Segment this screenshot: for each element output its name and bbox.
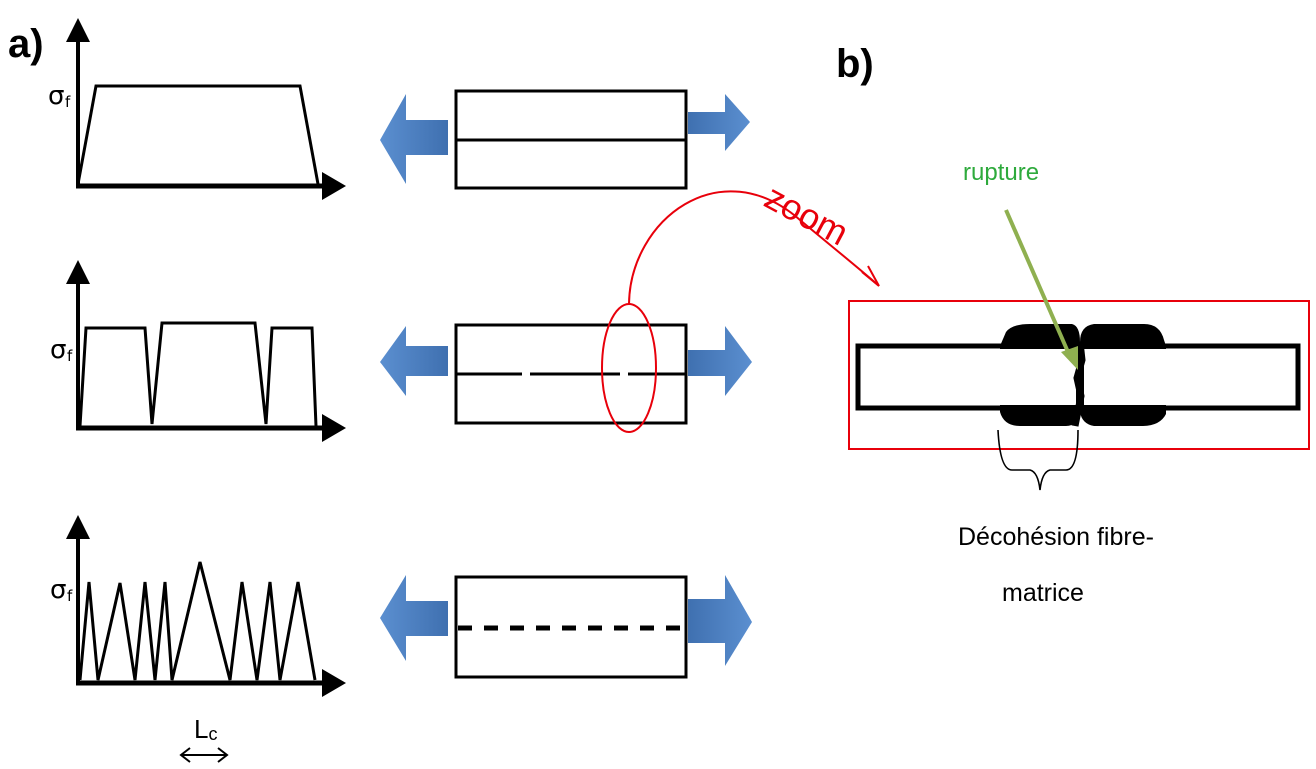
tension-arrow-right xyxy=(688,326,752,396)
x-axis-arrowhead xyxy=(322,669,346,697)
y-axis-label-subscript: f xyxy=(65,93,71,111)
zoom-arrowhead xyxy=(861,265,880,287)
rupture-pointer-line xyxy=(1004,209,1070,353)
panel-a-label: a) xyxy=(8,22,44,66)
fiber-core-right xyxy=(1084,349,1295,405)
fiber-core-left xyxy=(861,349,1076,405)
tension-arrow-left xyxy=(380,326,448,396)
debonding-brace xyxy=(997,429,1079,491)
y-axis-label-sigma: σ xyxy=(48,81,64,111)
critical-length-arrow-right xyxy=(217,747,229,763)
specimen-2 xyxy=(380,303,752,433)
y-axis-arrowhead xyxy=(66,18,90,42)
rupture-crack xyxy=(1071,341,1086,427)
zoom-label: zoom xyxy=(758,176,855,254)
stress-profile-curve xyxy=(78,321,318,427)
x-axis-arrowhead xyxy=(322,414,346,442)
specimen-1 xyxy=(380,89,750,190)
panel-b-label: b) xyxy=(836,42,874,86)
tension-arrow-left xyxy=(380,575,448,661)
y-axis-label-sigma: σ xyxy=(50,575,66,605)
y-axis-arrowhead xyxy=(66,515,90,539)
rupture-label: rupture xyxy=(963,159,1039,186)
tension-arrow-right xyxy=(688,575,752,666)
zoom-connector: zoom xyxy=(628,176,880,305)
y-axis-label-sigma: σ xyxy=(50,335,66,365)
stress-graph-1: σ f xyxy=(48,18,346,200)
debonding-label-line1: Décohésion fibre- xyxy=(958,523,1154,551)
y-axis-label-subscript: f xyxy=(67,347,73,365)
critical-length-label: Lc xyxy=(194,714,217,744)
critical-length-marker: Lc xyxy=(179,714,229,763)
y-axis-arrowhead xyxy=(66,260,90,284)
x-axis-arrowhead xyxy=(322,172,346,200)
stress-graph-2: σ f xyxy=(50,260,346,442)
zoom-curve xyxy=(628,190,879,305)
stress-profile-curve xyxy=(76,84,320,185)
zoom-detail: rupture Décohésion fibre- matrice xyxy=(848,159,1310,607)
specimen-3 xyxy=(380,575,752,679)
stress-profile-curve xyxy=(78,561,317,681)
tension-arrow-right xyxy=(688,94,750,151)
rupture-pointer-head xyxy=(1061,346,1078,370)
y-axis-label-subscript: f xyxy=(67,587,73,605)
tension-arrow-left xyxy=(380,94,448,184)
critical-length-arrow-left xyxy=(179,747,191,763)
debonding-label-line2: matrice xyxy=(1002,579,1084,607)
stress-graph-3: σ f Lc xyxy=(50,515,346,763)
